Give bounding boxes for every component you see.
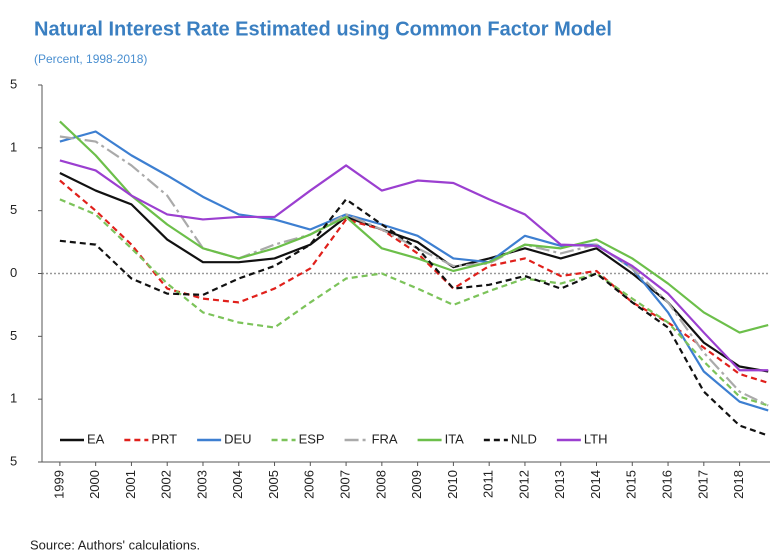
series-line (59, 179, 769, 384)
x-tick-label: 2002 (159, 470, 174, 499)
y-tick-label: 5 (10, 328, 17, 343)
y-tick-label: 5 (10, 453, 17, 468)
series-line (59, 130, 769, 412)
chart-title: Natural Interest Rate Estimated using Co… (34, 18, 612, 40)
x-tick-label: 1999 (51, 470, 66, 499)
y-tick-label: 5 (10, 202, 17, 217)
legend-label: DEU (224, 431, 251, 446)
y-tick-label: 0 (10, 265, 17, 280)
series-line (59, 159, 769, 372)
x-tick-label: 2007 (338, 470, 353, 499)
x-tick-label: 2009 (409, 470, 424, 499)
x-tick-label: 2017 (695, 470, 710, 499)
series-line (59, 198, 769, 407)
x-tick-label: 2013 (552, 470, 567, 499)
x-tick-label: 2001 (123, 470, 138, 499)
source-note: Source: Authors' calculations. (30, 537, 200, 552)
y-tick-label: 1 (10, 391, 17, 406)
legend-label: EA (87, 431, 105, 446)
x-tick-label: 2011 (481, 470, 496, 498)
y-tick-label: 5 (10, 76, 17, 91)
x-tick-label: 2018 (731, 470, 746, 499)
series-line (59, 171, 769, 373)
x-tick-label: 2006 (302, 470, 317, 499)
chart-subtitle: (Percent, 1998-2018) (34, 52, 147, 66)
series-line (59, 120, 769, 334)
legend-label: ESP (299, 431, 325, 446)
series-line (59, 135, 769, 407)
x-tick-label: 2012 (516, 470, 531, 499)
legend-label: PRT (151, 431, 177, 446)
x-tick-label: 2015 (624, 470, 639, 499)
x-tick-label: 2016 (659, 470, 674, 499)
legend-label: FRA (372, 431, 398, 446)
legend-label: NLD (511, 431, 537, 446)
x-tick-label: 2005 (266, 470, 281, 499)
x-tick-label: 2003 (194, 470, 209, 499)
legend-label: ITA (445, 431, 465, 446)
y-tick-label: 1 (10, 139, 17, 154)
x-tick-label: 2014 (588, 470, 603, 499)
x-tick-label: 2008 (373, 470, 388, 499)
series-line (59, 198, 769, 437)
legend-label: LTH (584, 431, 608, 446)
x-tick-label: 2010 (445, 470, 460, 499)
x-tick-label: 2004 (230, 470, 245, 499)
x-tick-label: 2000 (87, 470, 102, 499)
